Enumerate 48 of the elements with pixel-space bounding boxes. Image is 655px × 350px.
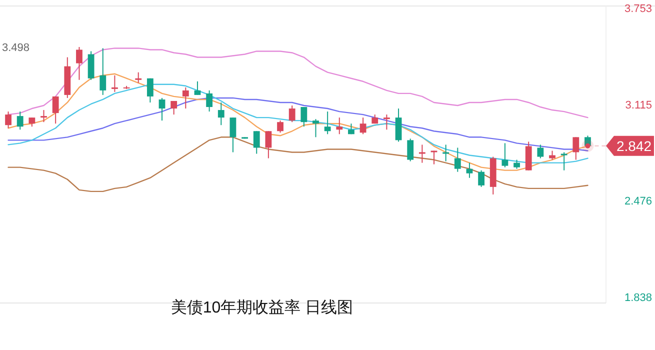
candlestick <box>442 144 450 162</box>
candlestick <box>218 102 224 126</box>
annotation: 3.498 <box>2 42 30 54</box>
y-tick-label: 1.838 <box>624 292 652 304</box>
candlestick <box>360 117 366 135</box>
candlestick <box>466 162 473 178</box>
y-tick-label: 3.753 <box>624 3 652 16</box>
candlestick <box>112 74 118 92</box>
y-tick-label: 3.115 <box>625 99 652 112</box>
candlestick <box>407 138 414 162</box>
candlestick <box>502 142 508 168</box>
candlestick <box>514 159 520 170</box>
candlestick <box>572 136 580 160</box>
candlestick <box>478 170 484 188</box>
candlestick <box>288 105 296 123</box>
candlestick <box>560 152 568 171</box>
candlestick <box>194 80 201 96</box>
candlestick <box>158 97 166 122</box>
candlestick <box>146 78 154 103</box>
candlestick <box>300 106 308 128</box>
candlestick <box>312 118 319 138</box>
candlestick <box>230 117 236 153</box>
candlestick <box>418 144 426 164</box>
candlestick <box>383 114 390 130</box>
candlestick <box>206 90 213 112</box>
candlestick <box>549 150 556 160</box>
candlestick <box>336 117 343 135</box>
candlestick <box>395 108 402 142</box>
candlestick <box>5 111 12 129</box>
candlestick <box>40 110 47 123</box>
candlestick <box>430 150 438 165</box>
candlestick <box>16 111 24 130</box>
candlestick <box>454 147 461 172</box>
candlestick <box>182 86 189 110</box>
candlestick <box>277 120 284 134</box>
candlestick <box>265 130 272 159</box>
candlestick <box>52 96 59 124</box>
candlestick <box>253 130 260 154</box>
ref-line-label: 2.842 <box>616 138 652 154</box>
candlestick <box>537 144 544 159</box>
y-tick-label: 2.476 <box>624 196 652 208</box>
candlestick <box>28 117 36 128</box>
candlestick <box>76 46 82 80</box>
candlestick <box>170 100 178 116</box>
candlestick <box>135 72 142 84</box>
candlestick <box>100 48 106 96</box>
text: 美债10年期收益率 日线图 <box>170 298 354 317</box>
candlestick <box>324 111 331 135</box>
